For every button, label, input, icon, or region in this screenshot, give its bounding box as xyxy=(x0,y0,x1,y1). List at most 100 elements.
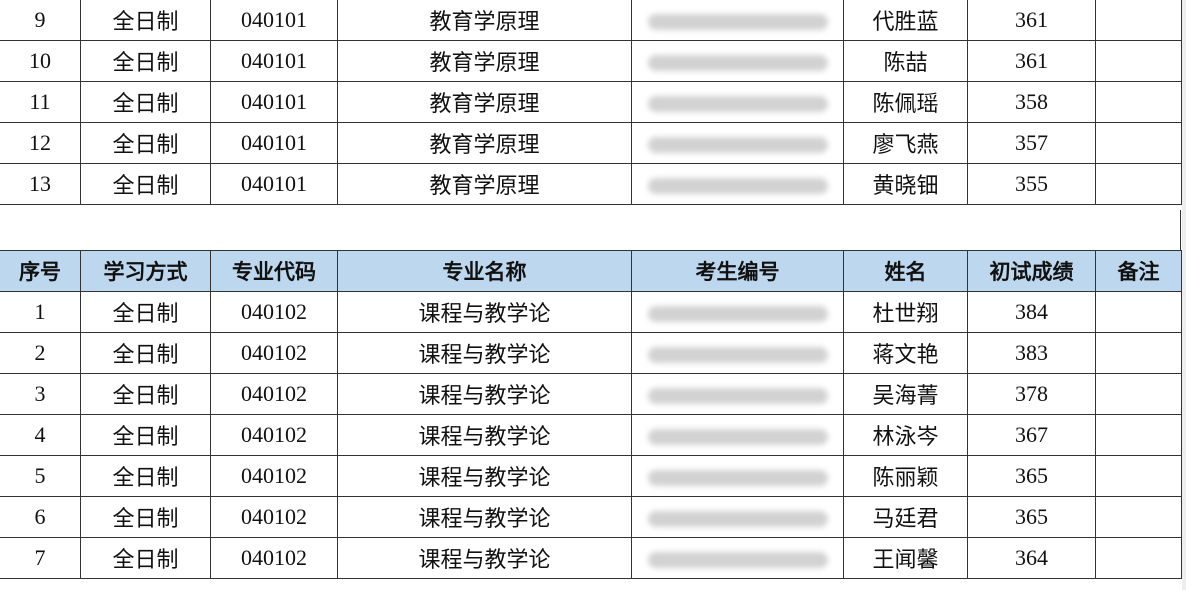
cell-code: 040102 xyxy=(210,291,338,333)
header-note: 备注 xyxy=(1095,250,1182,292)
cell-mode: 全日制 xyxy=(80,291,211,333)
cell-note xyxy=(1095,122,1182,164)
cell-mode: 全日制 xyxy=(80,122,211,164)
cell-score: 378 xyxy=(967,373,1096,415)
cell-no: 2 xyxy=(0,332,81,374)
cell-exam-id xyxy=(631,163,844,205)
cell-name: 吴海菁 xyxy=(843,373,968,415)
header-name: 姓名 xyxy=(843,250,968,292)
cell-score: 357 xyxy=(967,122,1096,164)
cell-major: 课程与教学论 xyxy=(337,291,632,333)
cell-note xyxy=(1095,291,1182,333)
cell-exam-id xyxy=(631,496,844,538)
cell-score: 365 xyxy=(967,496,1096,538)
cell-exam-id xyxy=(631,332,844,374)
cell-note xyxy=(1095,81,1182,123)
table-row: 6 全日制 040102 课程与教学论 马廷君 365 xyxy=(0,496,1182,538)
table-gap xyxy=(0,210,1181,250)
cell-major: 教育学原理 xyxy=(337,81,632,123)
header-major: 专业名称 xyxy=(337,250,632,292)
cell-note xyxy=(1095,40,1182,82)
cell-mode: 全日制 xyxy=(80,537,211,579)
cell-name: 陈佩瑶 xyxy=(843,81,968,123)
redacted-exam-id xyxy=(647,136,828,153)
cell-name: 陈丽颖 xyxy=(843,455,968,497)
table-row: 9 全日制 040101 教育学原理 代胜蓝 361 xyxy=(0,0,1182,41)
admission-table-040101: 9 全日制 040101 教育学原理 代胜蓝 361 10 全日制 040101 教育学原理 陈喆 3… xyxy=(0,0,1182,205)
cell-major: 教育学原理 xyxy=(337,122,632,164)
redacted-exam-id xyxy=(647,387,828,404)
cell-no: 7 xyxy=(0,537,81,579)
cell-mode: 全日制 xyxy=(80,40,211,82)
cell-code: 040102 xyxy=(210,414,338,456)
cell-exam-id xyxy=(631,40,844,82)
cell-code: 040102 xyxy=(210,496,338,538)
cell-note xyxy=(1095,496,1182,538)
cell-mode: 全日制 xyxy=(80,496,211,538)
cell-no: 1 xyxy=(0,291,81,333)
table-row: 11 全日制 040101 教育学原理 陈佩瑶 358 xyxy=(0,81,1182,123)
redacted-exam-id xyxy=(647,95,828,112)
cell-name: 代胜蓝 xyxy=(843,0,968,41)
cell-code: 040101 xyxy=(210,40,338,82)
cell-no: 3 xyxy=(0,373,81,415)
cell-note xyxy=(1095,414,1182,456)
cell-name: 杜世翔 xyxy=(843,291,968,333)
redacted-exam-id xyxy=(647,469,828,486)
cell-no: 12 xyxy=(0,122,81,164)
cell-major: 课程与教学论 xyxy=(337,332,632,374)
cell-score: 383 xyxy=(967,332,1096,374)
cell-note xyxy=(1095,163,1182,205)
cell-code: 040102 xyxy=(210,332,338,374)
cell-major: 教育学原理 xyxy=(337,40,632,82)
cell-exam-id xyxy=(631,373,844,415)
cell-code: 040102 xyxy=(210,537,338,579)
cell-mode: 全日制 xyxy=(80,332,211,374)
cell-score: 367 xyxy=(967,414,1096,456)
cell-major: 教育学原理 xyxy=(337,163,632,205)
cell-name: 马廷君 xyxy=(843,496,968,538)
cell-score: 355 xyxy=(967,163,1096,205)
header-row: 序号 学习方式 专业代码 专业名称 考生编号 姓名 初试成绩 备注 xyxy=(0,250,1182,292)
cell-mode: 全日制 xyxy=(80,163,211,205)
redacted-exam-id xyxy=(647,428,828,445)
table-row: 10 全日制 040101 教育学原理 陈喆 361 xyxy=(0,40,1182,82)
cell-mode: 全日制 xyxy=(80,0,211,41)
cell-code: 040101 xyxy=(210,0,338,41)
cell-code: 040102 xyxy=(210,455,338,497)
table-row: 2 全日制 040102 课程与教学论 蒋文艳 383 xyxy=(0,332,1182,374)
header-code: 专业代码 xyxy=(210,250,338,292)
cell-no: 5 xyxy=(0,455,81,497)
header-score: 初试成绩 xyxy=(967,250,1096,292)
redacted-exam-id xyxy=(647,305,828,322)
cell-score: 361 xyxy=(967,0,1096,41)
cell-name: 林泳岑 xyxy=(843,414,968,456)
header-exam-id: 考生编号 xyxy=(631,250,844,292)
cell-mode: 全日制 xyxy=(80,373,211,415)
cell-major: 教育学原理 xyxy=(337,0,632,41)
cell-major: 课程与教学论 xyxy=(337,537,632,579)
cell-mode: 全日制 xyxy=(80,81,211,123)
cell-name: 陈喆 xyxy=(843,40,968,82)
redacted-exam-id xyxy=(647,510,828,527)
page-edge xyxy=(1182,0,1186,590)
table-row: 1 全日制 040102 课程与教学论 杜世翔 384 xyxy=(0,291,1182,333)
cell-no: 4 xyxy=(0,414,81,456)
cell-exam-id xyxy=(631,122,844,164)
redacted-exam-id xyxy=(647,13,828,30)
cell-exam-id xyxy=(631,537,844,579)
cell-no: 11 xyxy=(0,81,81,123)
cell-code: 040102 xyxy=(210,373,338,415)
cell-note xyxy=(1095,373,1182,415)
redacted-exam-id xyxy=(647,551,828,568)
cell-major: 课程与教学论 xyxy=(337,496,632,538)
cell-score: 364 xyxy=(967,537,1096,579)
redacted-exam-id xyxy=(647,346,828,363)
cell-code: 040101 xyxy=(210,163,338,205)
table-row: 5 全日制 040102 课程与教学论 陈丽颖 365 xyxy=(0,455,1182,497)
cell-note xyxy=(1095,0,1182,41)
cell-score: 361 xyxy=(967,40,1096,82)
cell-score: 384 xyxy=(967,291,1096,333)
admission-table-040102: 序号 学习方式 专业代码 专业名称 考生编号 姓名 初试成绩 备注 1 全日制 04… xyxy=(0,250,1182,579)
cell-mode: 全日制 xyxy=(80,414,211,456)
